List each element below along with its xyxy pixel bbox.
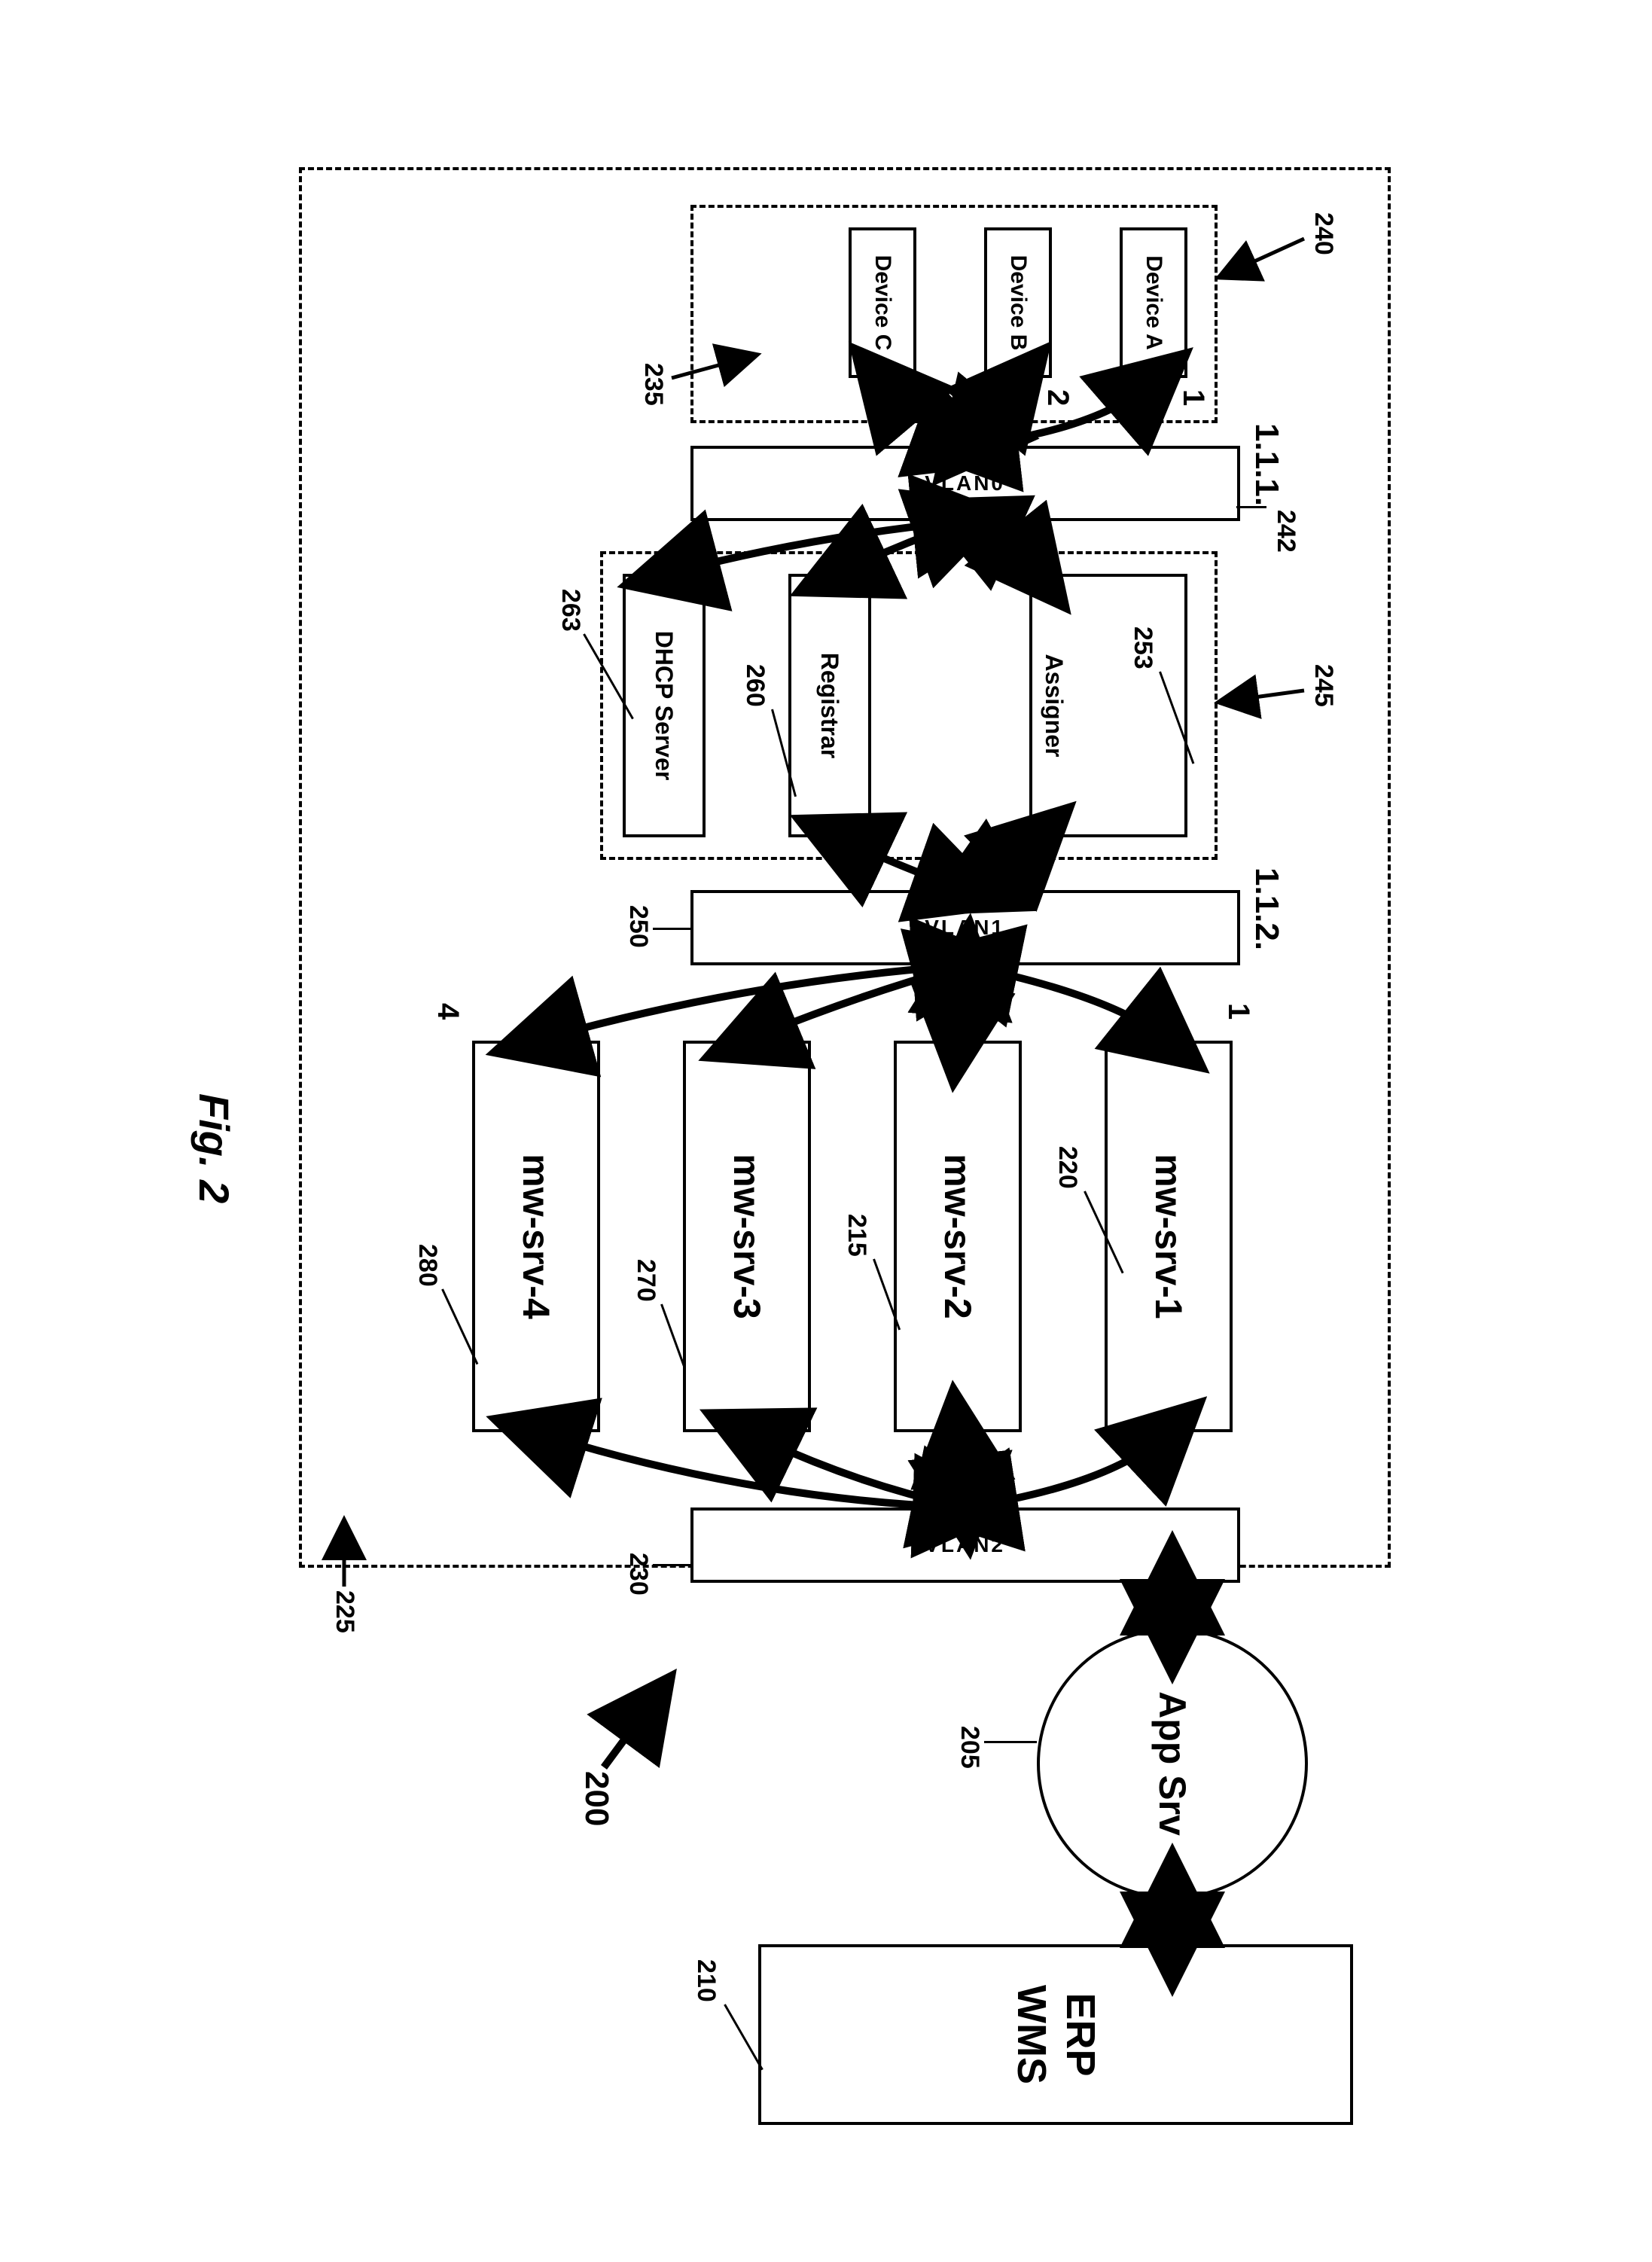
- ref-253: 253: [1128, 626, 1157, 669]
- device-b-num: 2: [1041, 389, 1074, 406]
- erp-line2: WMS: [1007, 1985, 1056, 2084]
- ref-240: 240: [1309, 212, 1338, 255]
- registrar-box: Registrar: [788, 574, 871, 837]
- device-c: Device C: [849, 227, 916, 378]
- assigner-label: Assigner: [1040, 654, 1068, 758]
- mw-srv-1-label: mw-srv-1: [1147, 1154, 1190, 1319]
- ref-245: 245: [1309, 664, 1338, 707]
- assigner-box: Assigner: [1029, 574, 1187, 837]
- device-a: Device A: [1120, 227, 1187, 378]
- appsrv-circle: App Srv: [1037, 1628, 1308, 1899]
- device-b: Device B: [984, 227, 1052, 378]
- ref-225: 225: [330, 1590, 359, 1633]
- mw1-num: 1: [1221, 1003, 1255, 1020]
- mw-srv-4: mw-srv-4: [472, 1041, 600, 1432]
- registrar-label: Registrar: [816, 653, 844, 759]
- dhcp-label: DHCP Server: [651, 631, 678, 781]
- vlan1-label: VLAN1: [925, 916, 1006, 940]
- mw4-num: 4: [431, 1003, 465, 1020]
- mw-srv-3-label: mw-srv-3: [725, 1154, 769, 1319]
- device-c-num: 3: [905, 389, 939, 406]
- ref-242: 242: [1271, 510, 1300, 553]
- figure-caption: Fig. 2: [190, 1093, 239, 1203]
- erp-line1: ERP: [1056, 1992, 1105, 2076]
- device-a-label: Device A: [1141, 255, 1166, 350]
- ref-215: 215: [842, 1214, 871, 1257]
- ref-220: 220: [1053, 1146, 1082, 1189]
- erp-box: ERP WMS: [758, 1944, 1353, 2125]
- vlan2-label: VLAN2: [925, 1533, 1006, 1557]
- subnet-112: 1.1.2.: [1248, 867, 1285, 950]
- ref-250-lead: [653, 928, 690, 930]
- device-c-label: Device C: [870, 255, 895, 351]
- mw-srv-3: mw-srv-3: [683, 1041, 811, 1432]
- ref-263: 263: [556, 589, 585, 632]
- vlan0: VLAN0: [690, 446, 1240, 521]
- appsrv-label: App Srv: [1151, 1691, 1194, 1836]
- ref-205-lead: [984, 1741, 1037, 1743]
- ref-242-lead: [1236, 506, 1266, 508]
- ref-235: 235: [639, 363, 668, 406]
- ref-250: 250: [623, 905, 653, 948]
- diagram-stage: Device A Device B Device C 1 2 3 VLAN0 1…: [73, 77, 1579, 2185]
- ref-280: 280: [413, 1244, 442, 1287]
- mw-srv-1: mw-srv-1: [1105, 1041, 1233, 1432]
- ref-270: 270: [631, 1259, 660, 1302]
- device-a-num: 1: [1176, 389, 1210, 406]
- ref-230: 230: [623, 1553, 653, 1596]
- device-b-label: Device B: [1005, 255, 1031, 351]
- ref-210: 210: [691, 1959, 721, 2002]
- vlan2: VLAN2: [690, 1507, 1240, 1583]
- ref-205: 205: [955, 1726, 984, 1769]
- mw-srv-4-label: mw-srv-4: [514, 1154, 558, 1319]
- ref-200: 200: [578, 1771, 615, 1826]
- vlan1: VLAN1: [690, 890, 1240, 965]
- vlan0-label: VLAN0: [925, 471, 1006, 495]
- ref-210-lead: [724, 2004, 764, 2070]
- dhcp-box: DHCP Server: [623, 574, 706, 837]
- subnet-111: 1.1.1.: [1248, 423, 1285, 506]
- mw-srv-2: mw-srv-2: [894, 1041, 1022, 1432]
- mw-srv-2-label: mw-srv-2: [936, 1154, 980, 1319]
- ref-260: 260: [740, 664, 770, 707]
- ref-230-lead: [653, 1564, 690, 1566]
